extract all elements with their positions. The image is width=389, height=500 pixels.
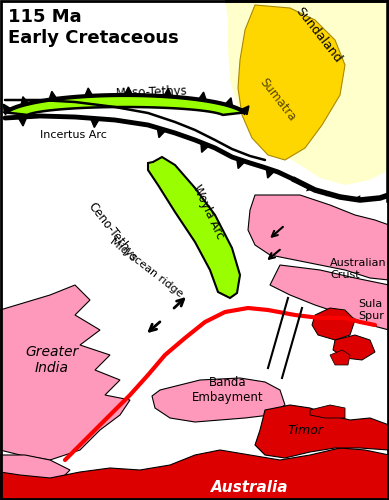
Polygon shape <box>312 308 355 340</box>
Polygon shape <box>124 87 132 95</box>
Polygon shape <box>237 158 245 168</box>
Polygon shape <box>266 168 275 178</box>
Text: Sula
Spur: Sula Spur <box>358 299 384 321</box>
Text: Greater
India: Greater India <box>25 345 79 375</box>
Text: Woyla Arc: Woyla Arc <box>190 182 226 242</box>
Polygon shape <box>148 157 240 298</box>
Text: Ceno-Tethys: Ceno-Tethys <box>85 200 139 264</box>
Polygon shape <box>238 5 345 160</box>
Polygon shape <box>49 92 57 100</box>
Polygon shape <box>0 455 70 490</box>
Text: Banda
Embayment: Banda Embayment <box>192 376 264 404</box>
Polygon shape <box>310 405 345 418</box>
Text: Timor: Timor <box>287 424 323 436</box>
Polygon shape <box>164 88 172 96</box>
Polygon shape <box>0 285 130 460</box>
Polygon shape <box>85 88 93 96</box>
Polygon shape <box>201 142 209 152</box>
Polygon shape <box>330 350 350 365</box>
Text: Incertus Arc: Incertus Arc <box>40 130 107 140</box>
Text: Mid ocean ridge: Mid ocean ridge <box>108 236 185 300</box>
Text: Sumatra: Sumatra <box>257 76 299 124</box>
Polygon shape <box>4 104 11 113</box>
Polygon shape <box>248 195 389 280</box>
Text: Australia: Australia <box>211 480 289 496</box>
Polygon shape <box>270 265 389 330</box>
Polygon shape <box>225 0 389 185</box>
Polygon shape <box>21 96 29 106</box>
Polygon shape <box>91 118 100 128</box>
Polygon shape <box>198 92 207 100</box>
Polygon shape <box>333 335 375 360</box>
Polygon shape <box>225 98 233 106</box>
Polygon shape <box>152 378 285 422</box>
Text: Australian
Crust: Australian Crust <box>330 258 387 280</box>
Text: Meso-Tethys: Meso-Tethys <box>116 84 188 100</box>
Polygon shape <box>241 106 249 114</box>
Polygon shape <box>6 95 244 115</box>
Polygon shape <box>157 128 166 138</box>
Polygon shape <box>0 448 389 500</box>
Polygon shape <box>18 116 27 126</box>
Polygon shape <box>255 405 389 458</box>
Text: 115 Ma
Early Cretaceous: 115 Ma Early Cretaceous <box>8 8 179 47</box>
Text: Sundaland: Sundaland <box>293 4 343 66</box>
